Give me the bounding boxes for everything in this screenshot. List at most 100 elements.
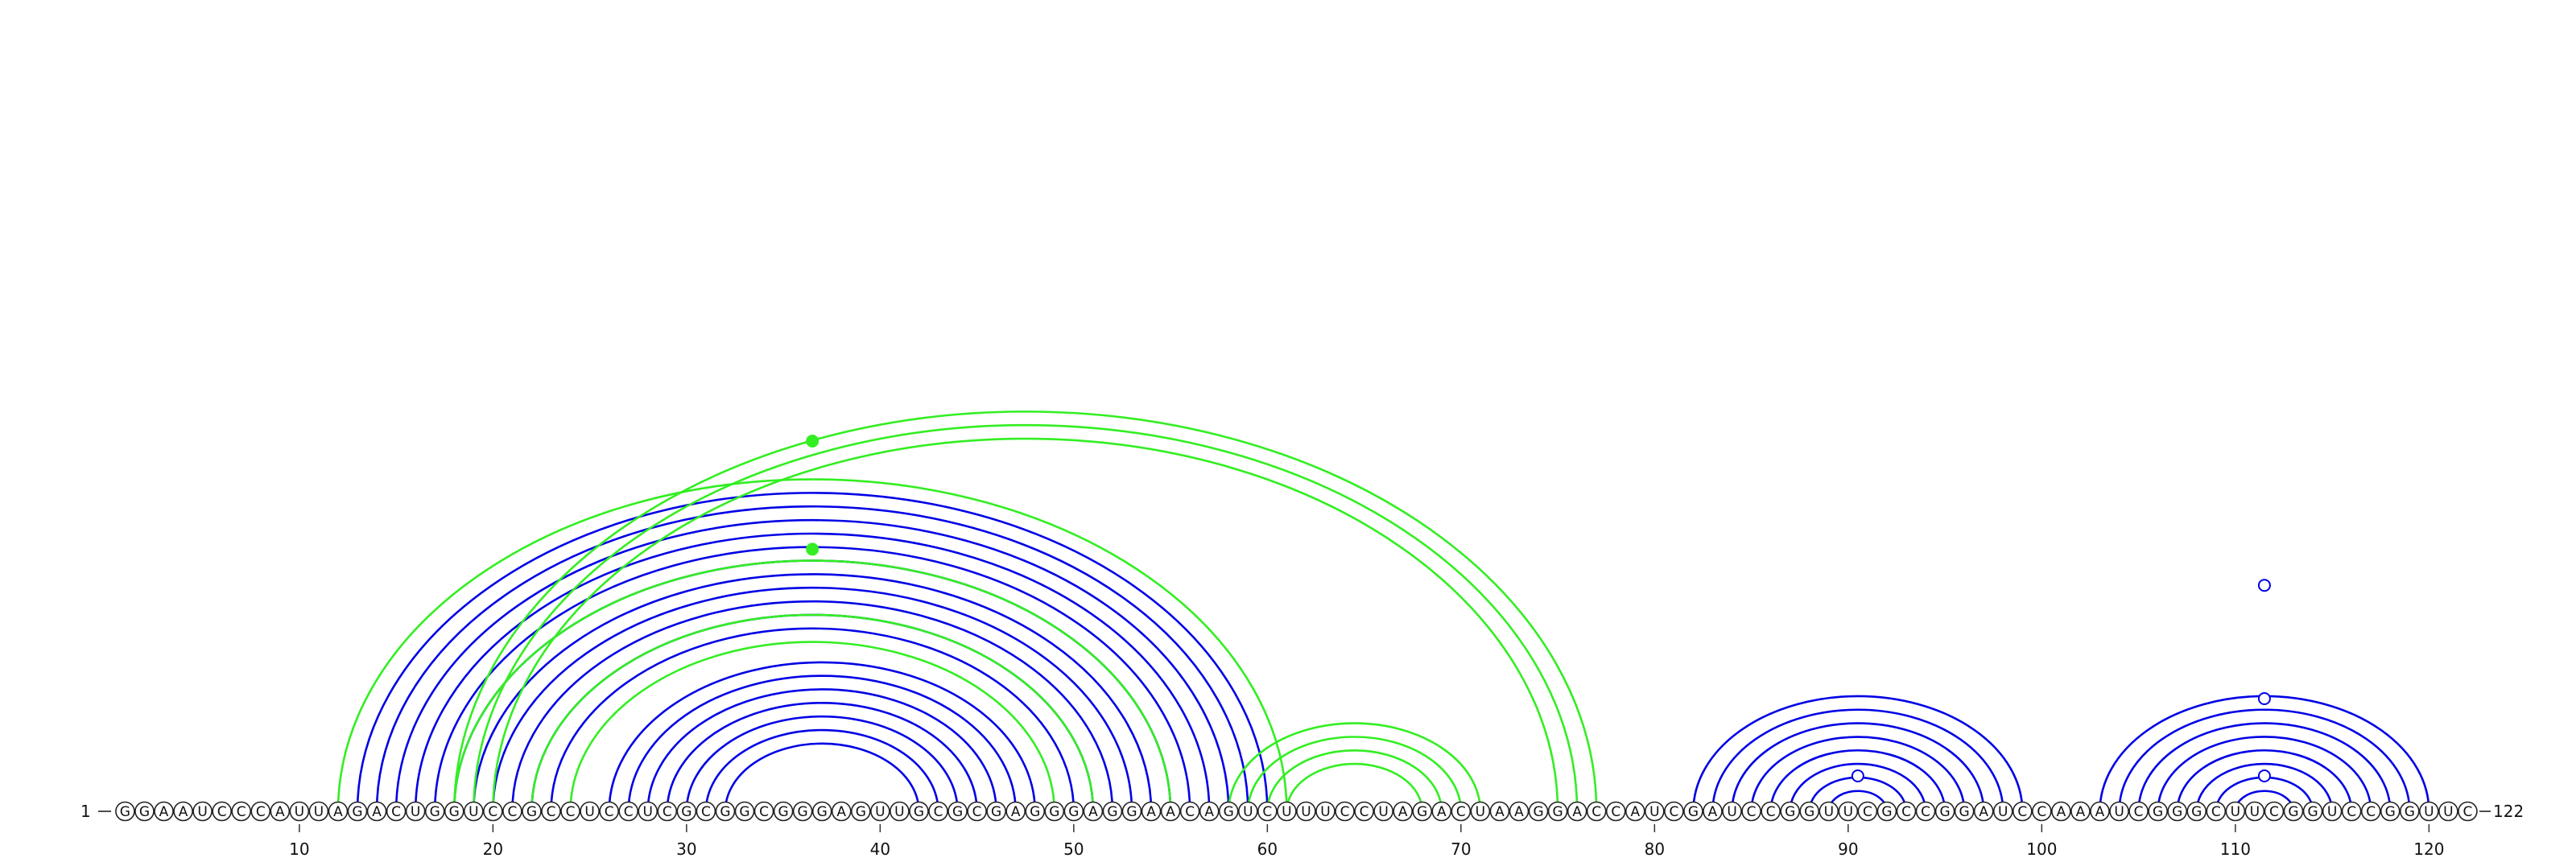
nucleotide-102: A xyxy=(2070,801,2091,822)
svg-text:A: A xyxy=(1495,804,1505,820)
nucleotide-22: G xyxy=(522,801,542,822)
nucleotide-80: U xyxy=(1645,801,1665,822)
arc-32-42 xyxy=(724,742,920,812)
arc-106-117 xyxy=(2157,736,2372,812)
svg-text:G: G xyxy=(1417,804,1427,820)
arc-marker-1 xyxy=(806,435,819,448)
nucleotide-111: U xyxy=(2244,801,2265,822)
svg-text:C: C xyxy=(2463,804,2473,820)
arc-18-55 xyxy=(452,559,1172,812)
nucleotide-79: A xyxy=(1625,801,1645,822)
svg-text:G: G xyxy=(739,804,749,820)
svg-text:C: C xyxy=(2017,804,2027,820)
svg-text:A: A xyxy=(179,804,188,820)
svg-text:U: U xyxy=(314,804,324,820)
svg-text:C: C xyxy=(1360,804,1369,820)
nucleotide-53: G xyxy=(1121,801,1142,822)
arc-61-68 xyxy=(1286,762,1424,812)
svg-text:C: C xyxy=(2037,804,2046,820)
arc-marker-4 xyxy=(2257,579,2271,592)
tick-label-60: 60 xyxy=(1257,839,1278,858)
svg-text:C: C xyxy=(237,804,246,820)
svg-text:G: G xyxy=(2385,804,2396,820)
svg-text:G: G xyxy=(798,804,808,820)
nucleotide-62: U xyxy=(1296,801,1316,822)
arc-104-119 xyxy=(2118,708,2411,812)
svg-text:U: U xyxy=(1243,804,1253,820)
nucleotide-116: C xyxy=(2341,801,2362,822)
svg-text:C: C xyxy=(2134,804,2144,820)
nucleotide-119: G xyxy=(2400,801,2420,822)
svg-text:C: C xyxy=(1921,804,1930,820)
nucleotide-121: U xyxy=(2438,801,2458,822)
nucleotide-29: C xyxy=(657,801,678,822)
nucleotide-103: A xyxy=(2090,801,2110,822)
nucleotide-51: A xyxy=(1083,801,1104,822)
nucleotide-75: G xyxy=(1547,801,1568,822)
svg-text:U: U xyxy=(1727,804,1736,820)
arc-18-55 xyxy=(452,559,1172,812)
nucleotide-43: C xyxy=(928,801,948,822)
nucleotide-27: C xyxy=(618,801,639,822)
nucleotide-94: C xyxy=(1915,801,1936,822)
nucleotide-99: C xyxy=(2013,801,2033,822)
svg-text:C: C xyxy=(256,804,266,820)
svg-text:A: A xyxy=(159,804,169,820)
tick-label-10: 10 xyxy=(289,839,309,858)
arc-marker-6 xyxy=(2257,769,2271,782)
nucleotide-87: G xyxy=(1780,801,1800,822)
nucleotide-92: G xyxy=(1876,801,1897,822)
nucleotide-19: U xyxy=(463,801,484,822)
nucleotide-3: A xyxy=(154,801,174,822)
arc-82-99 xyxy=(1692,695,2024,812)
nucleotide-105: C xyxy=(2128,801,2149,822)
nucleotide-84: U xyxy=(1722,801,1742,822)
arc-103-120 xyxy=(2099,695,2430,812)
tick-label-120: 120 xyxy=(2413,839,2444,858)
nucleotide-97: A xyxy=(1973,801,1994,822)
svg-text:C: C xyxy=(1669,804,1678,820)
nucleotide-110: U xyxy=(2225,801,2246,822)
nucleotide-95: G xyxy=(1934,801,1955,822)
svg-text:C: C xyxy=(1766,804,1776,820)
arc-30-44 xyxy=(685,715,959,812)
nucleotide-5: U xyxy=(192,801,213,822)
nucleotide-58: G xyxy=(1218,801,1239,822)
tick-label-50: 50 xyxy=(1063,839,1084,858)
svg-text:C: C xyxy=(2211,804,2221,820)
nucleotide-113: G xyxy=(2283,801,2304,822)
nucleotide-48: G xyxy=(1025,801,1046,822)
svg-text:A: A xyxy=(1437,804,1447,820)
nucleotide-36: G xyxy=(792,801,813,822)
svg-text:G: G xyxy=(139,804,150,820)
nucleotide-60: C xyxy=(1257,801,1278,822)
svg-text:C: C xyxy=(1901,804,1911,820)
svg-text:C: C xyxy=(2347,804,2356,820)
svg-text:U: U xyxy=(875,804,885,820)
arc-84-97 xyxy=(1731,722,1985,812)
svg-text:G: G xyxy=(1785,804,1795,820)
svg-text:C: C xyxy=(701,804,711,820)
tick-label-70: 70 xyxy=(1451,839,1471,858)
nucleotide-24: C xyxy=(560,801,580,822)
svg-text:U: U xyxy=(1282,804,1291,820)
nucleotide-122: C xyxy=(2458,801,2478,822)
end-label: 122 xyxy=(2493,802,2524,821)
arc-27-47 xyxy=(627,674,1017,812)
svg-text:U: U xyxy=(1320,804,1330,820)
svg-text:A: A xyxy=(1630,804,1640,820)
nucleotide-82: G xyxy=(1683,801,1703,822)
svg-text:C: C xyxy=(972,804,982,820)
nucleotide-18: G xyxy=(444,801,464,822)
svg-text:G: G xyxy=(2288,804,2298,820)
nucleotide-39: G xyxy=(851,801,871,822)
arc-marker-2 xyxy=(806,542,819,556)
svg-text:U: U xyxy=(197,804,207,820)
svg-text:G: G xyxy=(449,804,460,820)
arc-16-57 xyxy=(414,532,1211,812)
svg-text:U: U xyxy=(2327,804,2337,820)
tick-label-100: 100 xyxy=(2026,839,2057,858)
nucleotide-76: A xyxy=(1567,801,1587,822)
arc-18-77 xyxy=(452,410,1598,812)
